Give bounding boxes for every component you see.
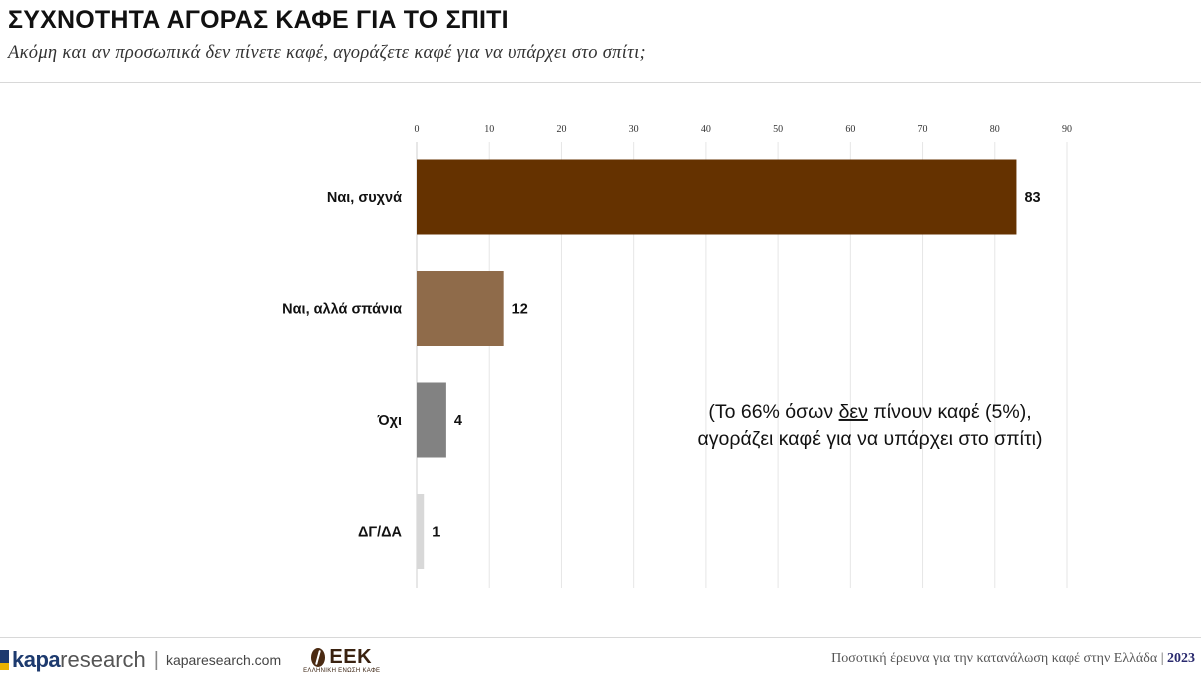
category-label: Όχι (377, 413, 402, 429)
bar (417, 271, 504, 346)
survey-year: 2023 (1167, 651, 1195, 666)
bar (417, 159, 1017, 235)
kapa-research-logo: kapa research (0, 647, 146, 673)
x-tick-label: 20 (556, 124, 566, 135)
bar (417, 382, 446, 458)
header-divider (0, 82, 1201, 83)
page-subtitle: Ακόμη και αν προσωπικά δεν πίνετε καφέ, … (8, 43, 646, 63)
x-tick-label: 50 (773, 124, 783, 135)
data-label: 4 (454, 413, 462, 429)
x-tick-label: 70 (918, 124, 928, 135)
x-axis-ticks: 0 10 20 30 40 50 60 70 80 90 (415, 124, 1073, 135)
x-tick-label: 10 (484, 124, 494, 135)
annotation-line-2: αγοράζει καφέ για να υπάρχει στο σπίτι) (698, 428, 1043, 450)
footer-divider (0, 637, 1201, 638)
kapa-flag-icon (0, 650, 9, 671)
category-label: Ναι, συχνά (327, 190, 402, 206)
brand-bold: kapa (12, 647, 61, 672)
annotation-line-1-before: (Το 66% όσων (708, 401, 838, 423)
website-link[interactable]: kaparesearch.com (165, 652, 282, 668)
page-title: ΣΥΧΝΟΤΗΤΑ ΑΓΟΡΑΣ ΚΑΦΕ ΓΙΑ ΤΟ ΣΠΙΤΙ (8, 6, 509, 34)
x-tick-label: 60 (845, 124, 855, 135)
x-tick-label: 40 (701, 124, 711, 135)
x-tick-label: 80 (990, 124, 1000, 135)
coffee-bean-icon (311, 648, 326, 667)
survey-caption: Ποσοτική έρευνα για την κατανάλωση καφέ … (831, 651, 1195, 667)
x-tick-label: 0 (415, 124, 420, 135)
bars: Ναι, συχνά 83 Ναι, αλλά σπάνια 12 Όχι 4 ΔΓ/ΔΑ 1 (282, 159, 1041, 569)
footer-separator: | (153, 648, 159, 671)
category-label: ΔΓ/ΔΑ (358, 525, 403, 541)
data-label: 12 (512, 302, 528, 318)
x-tick-label: 90 (1062, 124, 1072, 135)
x-tick-label: 30 (629, 124, 639, 135)
bar-chart: 0 10 20 30 40 50 60 70 80 90 Ναι, συχνά 83 Ναι, αλλ… (282, 124, 1073, 588)
data-label: 1 (432, 525, 440, 541)
bar (417, 494, 425, 569)
chart-annotation: (Το 66% όσων δεν πίνουν καφέ (5%), αγορά… (698, 401, 1043, 450)
survey-text: Ποσοτική έρευνα για την κατανάλωση καφέ … (831, 651, 1164, 666)
brand-light: research (60, 647, 146, 672)
eek-logo: ΕΕΚ ΕΛΛΗΝΙΚΗ ΕΝΩΣΗ ΚΑΦΕ (303, 646, 380, 674)
annotation-line-1-after: πίνουν καφέ (5%), (868, 401, 1032, 423)
annotation-line-1: (Το 66% όσων δεν πίνουν καφέ (5%), (708, 401, 1031, 423)
annotation-underlined-word: δεν (839, 401, 868, 423)
category-label: Ναι, αλλά σπάνια (282, 302, 402, 318)
data-label: 83 (1024, 190, 1040, 206)
eek-logo-text: ΕΕΚ (329, 646, 373, 668)
eek-logo-subtitle: ΕΛΛΗΝΙΚΗ ΕΝΩΣΗ ΚΑΦΕ (303, 668, 381, 674)
footer-logos: kapa research | kaparesearch.com ΕΕΚ ΕΛΛΗ… (0, 646, 380, 674)
